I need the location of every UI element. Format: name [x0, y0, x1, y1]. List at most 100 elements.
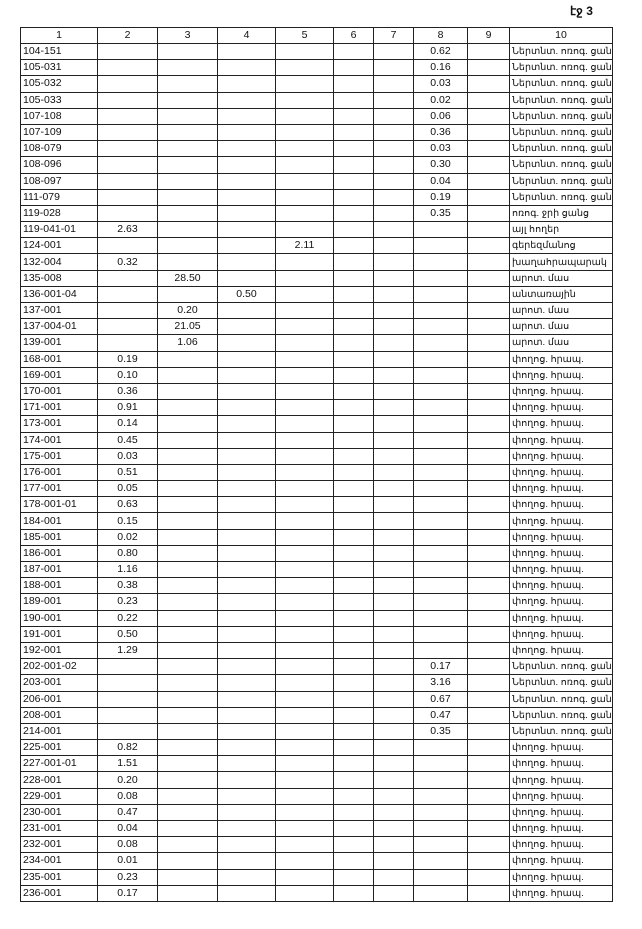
table-cell: Ներտնտ. ոռոգ. ցանց: [509, 91, 613, 109]
table-cell: [275, 625, 334, 643]
table-cell: [217, 852, 276, 870]
table-cell: [413, 771, 468, 789]
table-cell: [467, 91, 510, 109]
table-cell: [333, 787, 374, 805]
table-cell: Ներտնտ. ոռոգ. ցանց: [509, 658, 613, 676]
table-cell: 0.38: [97, 577, 158, 595]
table-cell: 178-001-01: [20, 496, 98, 514]
table-cell: 139-001: [20, 334, 98, 352]
table-cell: [157, 593, 218, 611]
table-cell: [217, 512, 276, 530]
table-cell: [157, 674, 218, 692]
table-row: 184-001 0.15 փողոց. հրապ.: [20, 512, 613, 530]
table-cell: [97, 318, 158, 336]
table-cell: [217, 787, 276, 805]
table-cell: [275, 415, 334, 433]
table-row: 189-001 0.23 փողոց. հրապ.: [20, 593, 613, 611]
table-cell: [373, 172, 414, 190]
table-cell: 0.05: [97, 480, 158, 498]
table-cell: [333, 91, 374, 109]
table-cell: [413, 447, 468, 465]
table-cell: [373, 188, 414, 206]
table-cell: [275, 496, 334, 514]
table-cell: [373, 318, 414, 336]
table-cell: [373, 366, 414, 384]
table-cell: [217, 463, 276, 482]
table-cell: [217, 544, 276, 563]
table-cell: [467, 237, 510, 255]
table-cell: 0.63: [97, 496, 158, 514]
table-cell: 0.91: [97, 399, 158, 417]
table-cell: 137-001: [20, 301, 98, 320]
table-cell: [275, 431, 334, 449]
table-cell: [333, 641, 374, 660]
table-cell: [373, 819, 414, 838]
table-row: 186-001 0.80 փողոց. հրապ.: [20, 544, 613, 563]
table-cell: [467, 447, 510, 465]
table-cell: [275, 593, 334, 611]
table-cell: [157, 641, 218, 660]
table-cell: [217, 269, 276, 287]
table-cell: [467, 868, 510, 886]
table-cell: [97, 123, 158, 142]
table-cell: [157, 852, 218, 870]
table-cell: 186-001: [20, 544, 98, 563]
table-cell: [413, 593, 468, 611]
table-cell: [275, 301, 334, 320]
table-cell: [333, 496, 374, 514]
table-cell: [157, 706, 218, 724]
table-cell: [467, 140, 510, 158]
table-row: 119-041-01 2.63 այլ հողեր: [20, 221, 613, 239]
table-cell: [467, 156, 510, 174]
table-cell: [467, 560, 510, 579]
table-cell: [275, 609, 334, 627]
table-cell: [373, 852, 414, 870]
table-cell: [333, 447, 374, 465]
table-cell: [217, 836, 276, 854]
table-cell: 208-001: [20, 706, 98, 724]
table-cell: [413, 318, 468, 336]
column-header: 10: [509, 27, 613, 44]
table-cell: [373, 544, 414, 563]
table-cell: [275, 739, 334, 757]
table-cell: [333, 706, 374, 724]
column-header: 7: [373, 27, 414, 44]
table-cell: [157, 221, 218, 239]
table-cell: [333, 544, 374, 563]
table-cell: [97, 706, 158, 724]
table-cell: փողոց. հրապ.: [509, 480, 613, 498]
table-cell: [467, 301, 510, 320]
table-cell: 0.62: [413, 42, 468, 61]
table-cell: [333, 480, 374, 498]
table-cell: 124-001: [20, 237, 98, 255]
table-cell: 177-001: [20, 480, 98, 498]
table-cell: [333, 334, 374, 352]
table-cell: [467, 399, 510, 417]
table-cell: Ներտնտ. ոռոգ. ցանց: [509, 706, 613, 724]
table-cell: [333, 512, 374, 530]
table-cell: [373, 787, 414, 805]
table-cell: [467, 836, 510, 854]
table-cell: [157, 107, 218, 125]
table-cell: [157, 560, 218, 579]
table-cell: 0.51: [97, 463, 158, 482]
column-header: 1: [20, 27, 98, 44]
table-cell: [275, 787, 334, 805]
table-cell: [157, 366, 218, 384]
table-row: 187-001 1.16 փողոց. հրապ.: [20, 560, 613, 579]
table-cell: 231-001: [20, 819, 98, 838]
table-cell: 236-001: [20, 884, 98, 902]
table-cell: փողոց. հրապ.: [509, 836, 613, 854]
table-cell: [373, 836, 414, 854]
table-row: 105-033 0.02 Ներտնտ. ոռոգ. ցանց: [20, 91, 613, 109]
table-cell: [373, 107, 414, 125]
table-cell: 214-001: [20, 722, 98, 741]
table-cell: [217, 771, 276, 789]
table-cell: [157, 771, 218, 789]
table-cell: [217, 221, 276, 239]
table-cell: 2.63: [97, 221, 158, 239]
table-cell: 0.16: [413, 59, 468, 77]
table-cell: [217, 204, 276, 223]
table-cell: [157, 59, 218, 77]
